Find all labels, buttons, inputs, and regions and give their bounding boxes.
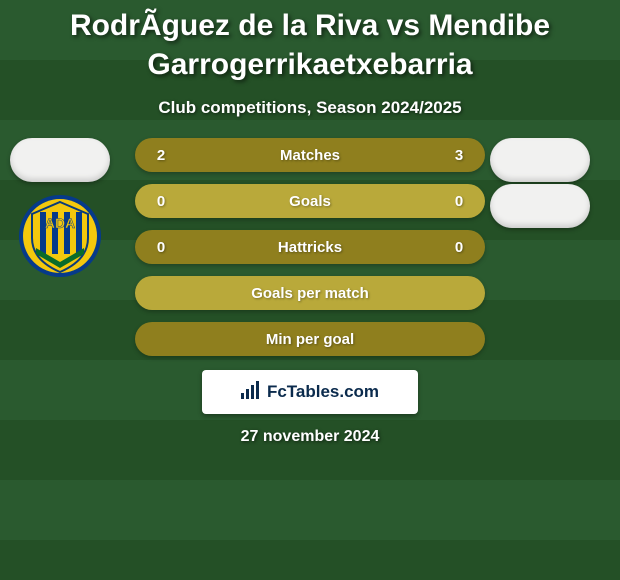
stat-right-value: 0 <box>449 239 469 256</box>
stat-label: Goals <box>289 193 331 210</box>
svg-text:ADA: ADA <box>45 215 75 231</box>
stat-right-value: 0 <box>449 193 469 210</box>
stat-row: 0 Hattricks 0 <box>135 230 485 264</box>
brand-label: FcTables.com <box>267 382 379 402</box>
player-badge-right-1 <box>490 138 590 182</box>
subtitle: Club competitions, Season 2024/2025 <box>158 98 461 118</box>
stat-row: 2 Matches 3 <box>135 138 485 172</box>
stat-left-value: 0 <box>151 239 171 256</box>
stat-left-value: 2 <box>151 147 171 164</box>
stat-label: Hattricks <box>278 239 342 256</box>
stat-rows: 2 Matches 3 0 Goals 0 0 Hattricks 0 Goals per mat… <box>135 138 485 356</box>
date-text: 27 november 2024 <box>241 428 380 446</box>
stat-row: 0 Goals 0 <box>135 184 485 218</box>
stat-right-value: 3 <box>449 147 469 164</box>
bar-chart-icon <box>241 381 261 404</box>
player-badge-right-2 <box>490 184 590 228</box>
page-title: RodrÃ­guez de la Riva vs Mendibe Garroge… <box>30 6 590 84</box>
shield-icon: ADA <box>18 194 102 278</box>
club-crest-left: ADA <box>18 194 102 278</box>
stat-row: Min per goal <box>135 322 485 356</box>
comparison-card: RodrÃ­guez de la Riva vs Mendibe Garroge… <box>0 0 620 580</box>
stat-row: Goals per match <box>135 276 485 310</box>
stats-area: ADA 2 Matches 3 0 Goals 0 0 Hattricks 0 Goals per… <box>0 138 620 356</box>
stat-label: Matches <box>280 147 340 164</box>
stat-label: Goals per match <box>251 285 369 302</box>
brand-box[interactable]: FcTables.com <box>202 370 418 414</box>
stat-label: Min per goal <box>266 331 354 348</box>
stat-left-value: 0 <box>151 193 171 210</box>
player-badge-left-1 <box>10 138 110 182</box>
